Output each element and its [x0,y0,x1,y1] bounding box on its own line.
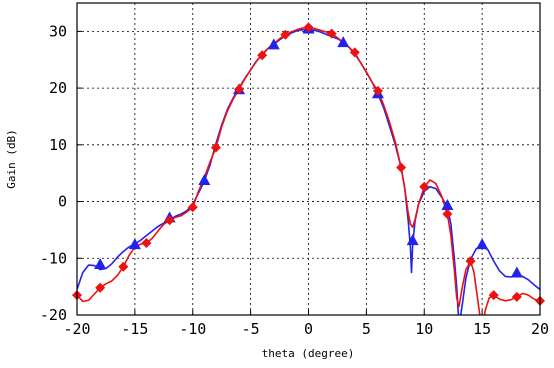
series-2-diamond-marker [280,29,291,40]
series-1-triangle-marker [337,36,350,48]
series-2-diamond-marker [187,202,198,213]
x-axis-title: theta (degree) [262,347,355,360]
series-1-triangle-marker [198,173,211,185]
axis-ticks: -20 -15 -10 -5 0 5 10 15 20 -20 -10 0 10 20 30 [40,22,549,338]
series-1-triangle-marker [476,238,489,250]
x-tick-label: -20 [63,320,90,338]
series-2-diamond-marker [118,261,129,272]
y-tick-label: -20 [40,306,67,324]
series-2-line [77,26,540,315]
series-1-triangle-marker [94,257,107,269]
x-tick-label: -10 [179,320,206,338]
x-tick-label: 5 [362,320,371,338]
series-2-diamond-marker [164,215,175,226]
y-tick-label: 10 [49,136,67,154]
y-tick-label: -10 [40,249,67,267]
series-2-diamond-marker [349,47,360,58]
series-2-diamond-marker [257,50,268,61]
series-1-triangle-marker [128,238,141,250]
series-2-diamond-marker [396,162,407,173]
x-tick-label: 10 [415,320,433,338]
series-1-triangle-marker [441,198,454,210]
series-2-diamond-marker [511,291,522,302]
x-tick-label: 20 [531,320,549,338]
series-2-diamond-marker [95,282,106,293]
y-axis-title: Gain (dB) [5,129,18,189]
series-2-diamond-marker [210,142,221,153]
series-1-triangle-marker [267,38,280,50]
y-tick-label: 30 [49,22,67,40]
series-2-diamond-marker [465,256,476,267]
x-tick-label: -15 [121,320,148,338]
series-2-diamond-marker [442,209,453,220]
x-tick-label: -5 [242,320,260,338]
series-2-diamond-marker [234,84,245,95]
series-2-diamond-marker [303,22,314,33]
series-2-diamond-marker [372,85,383,96]
series-2-diamond-marker [326,28,337,39]
grid-lines [77,3,540,315]
series-2-diamond-marker [419,181,430,192]
series-2-diamond-marker [141,237,152,248]
series-2-diamond-marker [488,290,499,301]
x-tick-label: 15 [473,320,491,338]
y-tick-label: 20 [49,79,67,97]
series-lines [77,26,540,315]
series-1-triangle-marker [406,234,419,246]
x-tick-label: 0 [304,320,313,338]
series-1-triangle-marker [510,266,523,278]
series-markers [72,22,545,306]
y-tick-label: 0 [58,193,67,211]
